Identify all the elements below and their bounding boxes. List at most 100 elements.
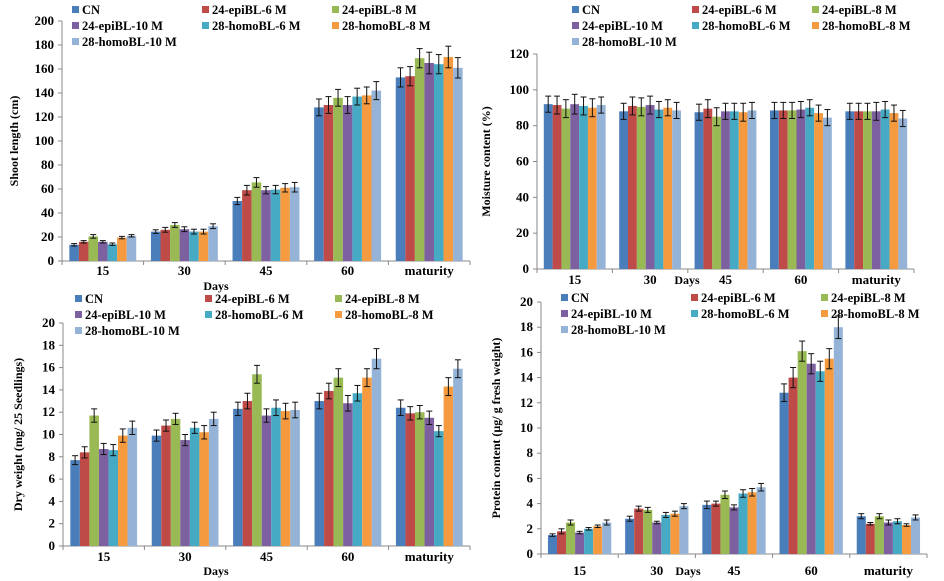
bar <box>280 187 290 261</box>
x-tick-label: 15 <box>573 563 587 578</box>
y-tick-label: 20 <box>520 294 533 309</box>
y-tick-label: 12 <box>42 404 55 419</box>
legend-swatch <box>561 326 568 333</box>
y-tick-label: 6 <box>527 470 534 485</box>
bar <box>79 452 90 546</box>
x-tick-label: 45 <box>260 549 274 564</box>
bar <box>371 90 382 261</box>
bar <box>587 107 597 269</box>
legend-label: 28-homoBL-10 M <box>85 324 180 338</box>
legend-swatch <box>72 38 79 45</box>
bar <box>161 425 171 546</box>
bar <box>747 492 757 554</box>
legend-label: CN <box>582 3 600 17</box>
y-tick-label: 14 <box>520 370 534 385</box>
bar <box>433 64 444 261</box>
y-tick-label: 80 <box>516 118 529 133</box>
bar <box>694 112 704 270</box>
legend-label: 28-homoBL-6 M <box>212 19 301 33</box>
bar <box>570 104 580 270</box>
y-tick-label: 6 <box>49 471 56 486</box>
y-tick-label: 14 <box>42 382 56 397</box>
legend-label: 28-homoBL-8 M <box>342 19 431 33</box>
y-tick-label: 16 <box>520 344 534 359</box>
bar <box>414 412 425 546</box>
x-tick-label: 60 <box>805 563 818 578</box>
y-tick-label: 4 <box>49 493 56 508</box>
bar <box>261 415 272 546</box>
bar <box>424 63 434 261</box>
bar <box>107 244 118 261</box>
bar <box>150 231 161 261</box>
y-tick-label: 10 <box>520 420 533 435</box>
bar <box>98 448 109 546</box>
bar <box>160 229 171 261</box>
legend-swatch <box>205 295 212 302</box>
legend-label: 24-epiBL-8 M <box>342 3 417 17</box>
bar <box>453 368 463 546</box>
bar <box>180 440 190 546</box>
legend-label: 24-epiBL-10 M <box>82 19 163 33</box>
bar <box>323 105 334 261</box>
bar <box>856 516 866 554</box>
legend-label: 24-epiBL-6 M <box>701 291 776 305</box>
bar <box>333 97 343 261</box>
y-axis-title: Dry weight (mg/ 25 Seedlings) <box>11 358 25 511</box>
bar <box>865 523 875 554</box>
x-tick-label: maturity <box>852 272 902 287</box>
bar <box>672 110 682 269</box>
x-tick-label: 30 <box>178 263 191 278</box>
y-tick-label: 8 <box>49 449 56 464</box>
legend-label: 28-homoBL-6 M <box>702 19 791 33</box>
y-tick-label: 200 <box>35 13 55 28</box>
x-tick-label: 60 <box>341 549 354 564</box>
legend-swatch <box>332 22 339 29</box>
y-tick-label: 40 <box>41 205 54 220</box>
legend-label: 24-epiBL-8 M <box>831 291 906 305</box>
legend-swatch <box>205 311 212 318</box>
chart-3: 0 2 4 6 8 10 12 14 16 18 20 15 30 45 60 maturity Days Dry… <box>11 292 471 578</box>
y-tick-label: 0 <box>527 546 534 561</box>
x-tick-label: 30 <box>179 549 192 564</box>
bar <box>314 107 324 262</box>
bar <box>788 377 798 554</box>
bar <box>352 96 362 261</box>
bar <box>871 111 881 269</box>
bar <box>395 77 406 262</box>
bar <box>566 522 576 554</box>
legend-label: 24-epiBL-10 M <box>582 19 663 33</box>
bar <box>863 111 872 269</box>
y-tick-label: 0 <box>49 538 56 553</box>
x-tick-label: 15 <box>568 272 582 287</box>
y-tick-label: 0 <box>48 253 55 268</box>
x-tick-label: maturity <box>864 563 914 578</box>
x-tick-label: 15 <box>97 549 111 564</box>
bar <box>127 427 138 546</box>
y-axis-title: Protein content (µg/ g fresh weight) <box>489 338 503 519</box>
bar <box>880 109 890 270</box>
bar <box>170 418 181 546</box>
x-axis-title: Days <box>203 279 229 293</box>
bar <box>636 106 646 270</box>
bar <box>645 105 655 269</box>
bar <box>70 460 80 546</box>
bar <box>561 108 571 269</box>
legend-label: CN <box>82 3 100 17</box>
bar <box>170 225 180 261</box>
legend-swatch <box>691 294 698 301</box>
bar <box>371 358 382 546</box>
bar <box>579 105 588 269</box>
bar <box>679 506 689 554</box>
x-tick-label: 60 <box>794 272 807 287</box>
legend-label: 24-epiBL-6 M <box>215 292 290 306</box>
bar <box>552 105 562 269</box>
bar <box>702 504 712 554</box>
legend-swatch <box>812 22 819 29</box>
y-tick-label: 100 <box>35 133 55 148</box>
bar <box>796 109 806 270</box>
bar <box>833 327 843 554</box>
bar <box>703 108 713 269</box>
bar <box>88 236 99 261</box>
y-tick-label: 120 <box>35 109 55 124</box>
